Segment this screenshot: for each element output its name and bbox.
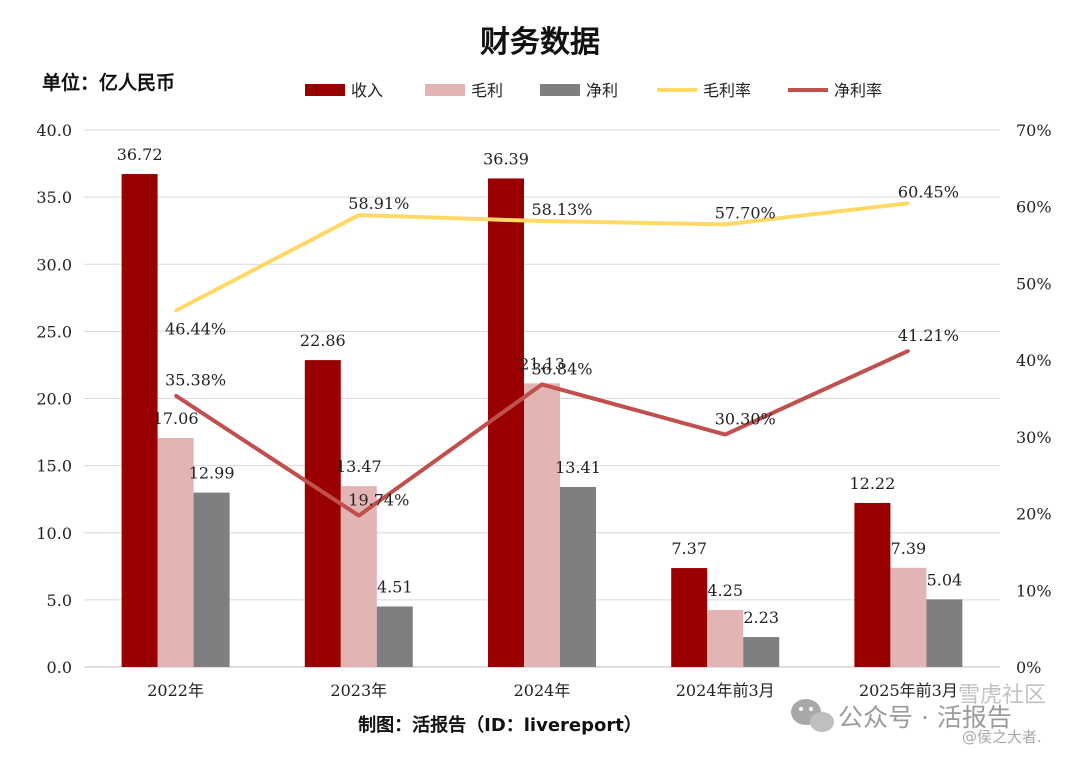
legend-label: 净利率: [834, 81, 882, 100]
bar-value-label: 21.13: [519, 354, 565, 373]
bar-value-label: 12.99: [189, 464, 235, 483]
right-tick-label: 20%: [1016, 505, 1052, 524]
left-tick-label: 0.0: [47, 658, 72, 677]
line-value-label: 46.44%: [165, 320, 226, 339]
chart-title: 财务数据: [480, 25, 600, 60]
line-point: [723, 222, 727, 226]
bar-收入: [488, 178, 524, 668]
watermark-sub: @侯之大者.: [962, 728, 1042, 746]
category-label: 2023年: [330, 681, 387, 700]
category-label: 2025年前3月: [859, 681, 958, 700]
left-tick-label: 25.0: [36, 322, 72, 341]
bar-value-label: 4.51: [377, 577, 413, 596]
line-value-label: 41.21%: [898, 326, 959, 345]
left-tick-label: 35.0: [36, 188, 72, 207]
category-label: 2022年: [147, 681, 204, 700]
bar-净利: [193, 492, 230, 667]
legend-layer: 收入 毛利 净利 毛利率 净利率: [305, 81, 882, 100]
unit-label: 单位：亿人民币: [42, 71, 175, 94]
bar-净利: [743, 637, 780, 667]
bar-value-label: 4.25: [707, 581, 743, 600]
right-tick-label: 30%: [1016, 428, 1052, 447]
right-tick-label: 0%: [1016, 658, 1041, 677]
bar-layer: [121, 174, 963, 668]
category-label: 2024年: [514, 681, 571, 700]
line-point: [174, 394, 178, 398]
line-point: [357, 514, 361, 518]
bar-value-label: 22.86: [300, 331, 346, 350]
bar-value-label: 7.37: [671, 539, 707, 558]
bar-净利: [376, 606, 413, 667]
bar-毛利: [890, 567, 927, 667]
line-point: [906, 349, 910, 353]
right-tick-label: 40%: [1016, 351, 1052, 370]
left-tick-label: 10.0: [36, 524, 72, 543]
line-point: [540, 219, 544, 223]
bar-value-label: 36.72: [117, 145, 163, 164]
bar-value-label: 17.06: [153, 409, 199, 428]
legend-label: 收入: [351, 81, 383, 100]
legend-label: 净利: [586, 81, 618, 100]
legend-swatch: [425, 84, 465, 96]
label-layer: 36.72 22.86 36.39 7.37 12.22 17.06 13.47 21.13 4…: [117, 145, 963, 627]
right-tick-label: 60%: [1016, 198, 1052, 217]
axis-layer: 0.0 5.0 10.0 15.0 20.0 25.0 30.0 35.0 40.0 0% 10% 2…: [36, 121, 1051, 700]
right-tick-label: 50%: [1016, 274, 1052, 293]
bar-收入: [304, 360, 341, 667]
legend-label: 毛利率: [703, 81, 751, 100]
wechat-icon: [791, 699, 834, 732]
bar-value-label: 36.39: [483, 149, 529, 168]
line-point: [174, 309, 178, 313]
left-tick-label: 30.0: [36, 255, 72, 274]
bar-净利: [560, 486, 596, 667]
watermark-site: 雪虎社区: [958, 683, 1046, 708]
line-value-label: 35.38%: [165, 371, 226, 390]
left-tick-label: 20.0: [36, 390, 72, 409]
legend-label: 毛利: [471, 81, 503, 100]
watermark: 公众号 · 活报告 @侯之大者. 雪虎社区: [791, 683, 1046, 746]
bar-净利: [926, 599, 963, 667]
line-value-label: 58.13%: [531, 200, 592, 219]
bar-收入: [121, 174, 158, 667]
bar-收入: [671, 568, 708, 667]
line-value-label: 19.74%: [348, 491, 409, 510]
legend-swatch: [540, 84, 580, 96]
legend-swatch: [305, 84, 345, 96]
line-value-label: 58.91%: [348, 194, 409, 213]
bar-value-label: 5.04: [927, 570, 963, 589]
line-point: [540, 382, 544, 386]
bar-毛利: [157, 437, 194, 667]
bar-value-label: 7.39: [891, 539, 927, 558]
left-tick-label: 15.0: [36, 457, 72, 476]
line-layer: [174, 201, 910, 518]
line-value-label: 36.84%: [531, 359, 592, 378]
bar-收入: [854, 502, 891, 667]
line-value-label: 57.70%: [715, 203, 776, 222]
line-point: [723, 433, 727, 437]
watermark-text: 公众号 · 活报告: [838, 703, 1012, 732]
right-tick-label: 10%: [1016, 581, 1052, 600]
right-tick-label: 70%: [1016, 121, 1052, 140]
line-value-label: 60.45%: [898, 182, 959, 201]
bar-value-label: 13.41: [555, 458, 601, 477]
left-tick-label: 5.0: [47, 591, 72, 610]
bar-value-label: 12.22: [849, 474, 895, 493]
category-label: 2024年前3月: [676, 681, 775, 700]
bar-毛利: [524, 383, 560, 667]
line-毛利率: [174, 201, 909, 313]
line-point: [357, 213, 361, 217]
left-tick-label: 40.0: [36, 121, 72, 140]
credit-text: 制图：活报告（ID：livereport）: [358, 714, 642, 736]
bar-毛利: [707, 609, 744, 667]
bar-value-label: 13.47: [336, 457, 382, 476]
line-point: [906, 201, 910, 205]
line-value-label: 30.30%: [715, 410, 776, 429]
bar-value-label: 2.23: [743, 608, 779, 627]
